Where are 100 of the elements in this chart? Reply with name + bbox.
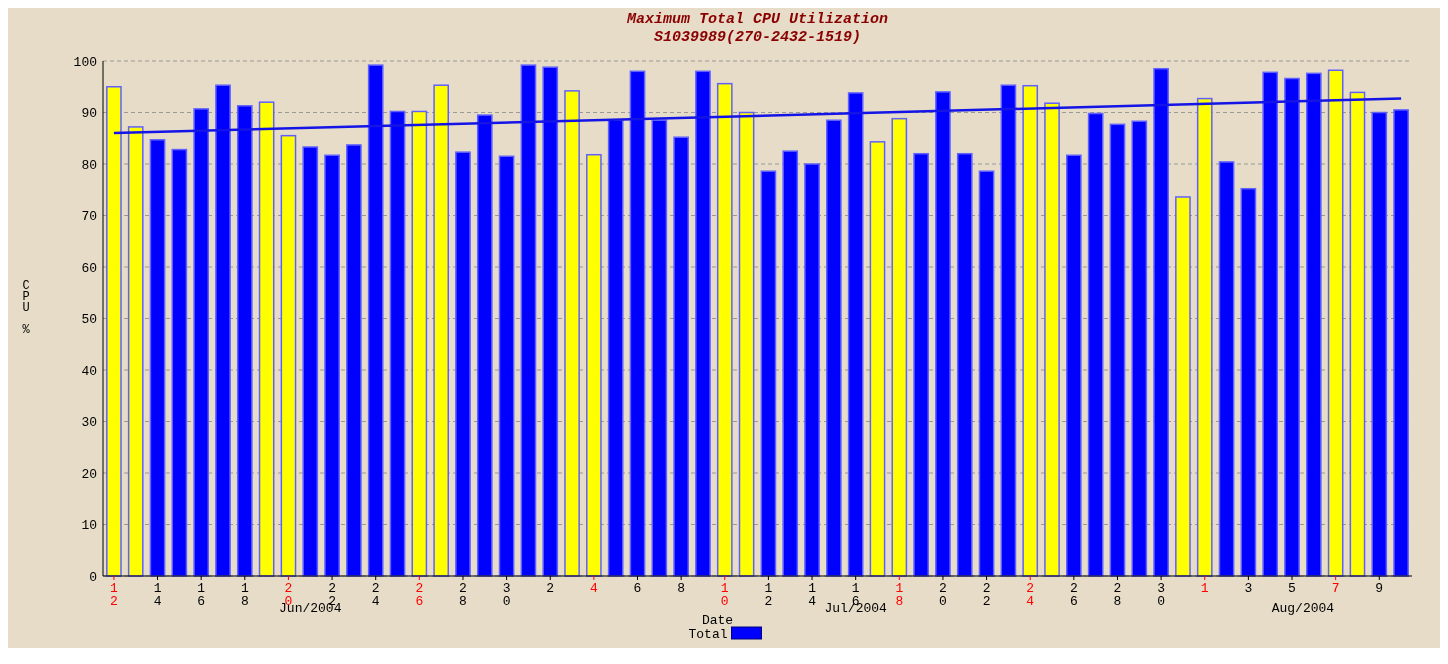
bar bbox=[258, 101, 275, 577]
text: Total bbox=[688, 627, 728, 642]
chart-subtitle: S1039989(270-2432-1519) bbox=[653, 29, 862, 46]
bar bbox=[869, 141, 886, 577]
x-tick-label: 20 bbox=[935, 581, 951, 607]
bar bbox=[236, 105, 253, 577]
x-tick-label: 9 bbox=[1371, 581, 1387, 594]
y-tick-label: 20 bbox=[81, 466, 97, 482]
bar bbox=[1240, 187, 1257, 577]
x-tick-label: 16 bbox=[193, 581, 209, 607]
bar bbox=[411, 110, 428, 577]
x-tick-label: 14 bbox=[804, 581, 820, 607]
x-tick-label: 2 bbox=[542, 581, 558, 594]
bar bbox=[1022, 84, 1039, 577]
x-tick-label: 10 bbox=[717, 581, 733, 607]
x-tick-label: 12 bbox=[760, 581, 776, 607]
bar bbox=[804, 163, 820, 577]
bar bbox=[389, 110, 406, 577]
x-tick-label: 4 bbox=[586, 581, 602, 594]
x-tick-label: 28 bbox=[455, 581, 471, 607]
bar bbox=[1196, 97, 1213, 577]
x-tick-label: 28 bbox=[1109, 581, 1125, 607]
x-tick-label: 26 bbox=[411, 581, 427, 607]
bar bbox=[651, 119, 668, 577]
x-axis-title: Date bbox=[701, 613, 734, 628]
x-tick-label: 7 bbox=[1328, 581, 1344, 594]
y-tick-label: 40 bbox=[81, 363, 97, 379]
bar bbox=[564, 90, 580, 577]
bar bbox=[673, 136, 689, 577]
bar bbox=[760, 170, 777, 577]
x-tick-label: 8 bbox=[673, 581, 689, 594]
y-tick-label: 90 bbox=[81, 106, 97, 122]
bar bbox=[586, 153, 602, 577]
x-tick-label: 30 bbox=[1153, 581, 1169, 607]
bar bbox=[978, 170, 995, 577]
bar bbox=[956, 152, 973, 577]
bar bbox=[106, 86, 122, 577]
bar bbox=[935, 91, 951, 577]
bar bbox=[913, 152, 929, 577]
bar bbox=[498, 155, 515, 577]
x-tick-label: 24 bbox=[1022, 581, 1038, 607]
bar bbox=[1000, 84, 1017, 577]
y-tick-label: 80 bbox=[81, 157, 97, 173]
bar bbox=[891, 117, 908, 577]
bar bbox=[695, 70, 711, 577]
y-tick-label: 0 bbox=[89, 569, 97, 585]
bar bbox=[607, 119, 624, 577]
bar bbox=[1349, 91, 1366, 577]
bar bbox=[782, 150, 799, 577]
bar bbox=[542, 66, 559, 577]
bar bbox=[1284, 77, 1300, 577]
bar bbox=[1153, 67, 1169, 577]
chart-title: Maximum Total CPU Utilization bbox=[625, 11, 889, 28]
bar bbox=[1109, 123, 1126, 577]
y-tick-label: 70 bbox=[81, 209, 97, 225]
y-tick-label: 30 bbox=[81, 415, 97, 431]
bar bbox=[1087, 112, 1104, 577]
bar bbox=[302, 146, 319, 577]
bar bbox=[346, 144, 362, 577]
x-tick-label: 14 bbox=[150, 581, 166, 607]
bar bbox=[826, 119, 842, 577]
y-tick-label: 100 bbox=[73, 54, 97, 70]
bar bbox=[1262, 71, 1279, 577]
bar bbox=[629, 70, 646, 577]
bar bbox=[1393, 109, 1409, 577]
y-tick-label: 50 bbox=[81, 312, 97, 328]
y-tick-label: 60 bbox=[81, 260, 97, 276]
x-tick-label: 3 bbox=[1240, 581, 1256, 594]
bar bbox=[1218, 161, 1235, 577]
bar bbox=[193, 108, 210, 577]
bar bbox=[716, 82, 733, 577]
y-tick-label: 10 bbox=[81, 518, 97, 534]
text: Aug/2004 bbox=[1271, 601, 1335, 616]
bar bbox=[367, 64, 384, 577]
bar bbox=[215, 84, 231, 577]
x-tick-label: 26 bbox=[1066, 581, 1082, 607]
bar bbox=[171, 148, 188, 577]
bar bbox=[1327, 69, 1344, 577]
bar bbox=[324, 154, 340, 577]
x-tick-label: 6 bbox=[630, 581, 646, 594]
x-tick-label: 5 bbox=[1284, 581, 1300, 594]
bar bbox=[738, 111, 755, 577]
bar bbox=[280, 134, 297, 577]
x-tick-label: 12 bbox=[106, 581, 122, 607]
bar bbox=[149, 139, 166, 577]
bar bbox=[476, 114, 493, 577]
bar bbox=[455, 151, 471, 577]
x-tick-label: 30 bbox=[499, 581, 515, 607]
bar bbox=[1175, 196, 1191, 577]
y-axis-title: CPU % bbox=[22, 278, 31, 337]
bar bbox=[1131, 120, 1148, 577]
bar bbox=[520, 64, 537, 577]
bar bbox=[1305, 72, 1322, 577]
x-tick-label: 18 bbox=[891, 581, 907, 607]
x-tick-label: 24 bbox=[368, 581, 384, 607]
bar bbox=[433, 84, 449, 577]
bar bbox=[127, 126, 144, 577]
x-tick-label: 22 bbox=[979, 581, 995, 607]
bar bbox=[1371, 111, 1388, 577]
bar bbox=[847, 92, 864, 577]
